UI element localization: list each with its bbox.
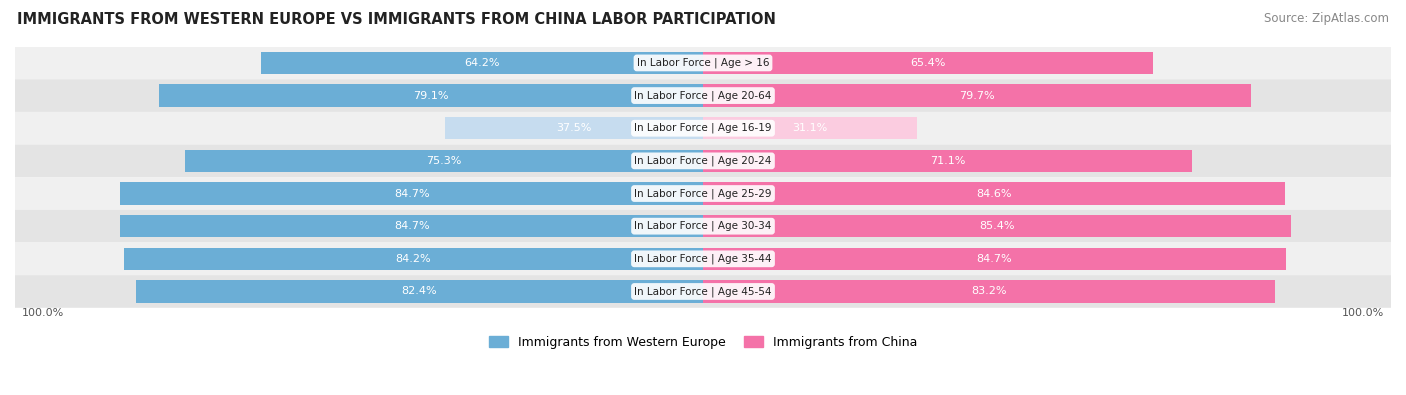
Text: In Labor Force | Age 20-64: In Labor Force | Age 20-64	[634, 90, 772, 101]
Text: In Labor Force | Age 25-29: In Labor Force | Age 25-29	[634, 188, 772, 199]
Bar	[121, 182, 703, 205]
Text: In Labor Force | Age 20-24: In Labor Force | Age 20-24	[634, 156, 772, 166]
FancyBboxPatch shape	[15, 112, 1391, 145]
FancyBboxPatch shape	[15, 177, 1391, 210]
Text: IMMIGRANTS FROM WESTERN EUROPE VS IMMIGRANTS FROM CHINA LABOR PARTICIPATION: IMMIGRANTS FROM WESTERN EUROPE VS IMMIGR…	[17, 12, 776, 27]
Text: 31.1%: 31.1%	[793, 123, 828, 133]
Text: In Labor Force | Age 45-54: In Labor Force | Age 45-54	[634, 286, 772, 297]
Text: In Labor Force | Age > 16: In Labor Force | Age > 16	[637, 58, 769, 68]
Text: 84.7%: 84.7%	[977, 254, 1012, 264]
FancyBboxPatch shape	[15, 145, 1391, 177]
Text: 84.6%: 84.6%	[976, 188, 1012, 199]
Text: 79.1%: 79.1%	[413, 90, 449, 101]
Text: 75.3%: 75.3%	[426, 156, 461, 166]
Bar	[446, 117, 703, 139]
FancyBboxPatch shape	[15, 243, 1391, 275]
Text: 85.4%: 85.4%	[979, 221, 1015, 231]
FancyBboxPatch shape	[15, 47, 1391, 79]
Bar	[124, 248, 703, 270]
Text: 84.7%: 84.7%	[394, 221, 429, 231]
Text: 64.2%: 64.2%	[464, 58, 501, 68]
Bar	[703, 182, 1285, 205]
Bar	[262, 52, 703, 74]
Text: In Labor Force | Age 16-19: In Labor Force | Age 16-19	[634, 123, 772, 134]
Bar	[703, 280, 1275, 303]
Text: 100.0%: 100.0%	[1341, 308, 1384, 318]
Text: 65.4%: 65.4%	[910, 58, 946, 68]
Text: 71.1%: 71.1%	[929, 156, 966, 166]
Text: 82.4%: 82.4%	[402, 286, 437, 297]
Text: 83.2%: 83.2%	[972, 286, 1007, 297]
FancyBboxPatch shape	[15, 275, 1391, 308]
Text: In Labor Force | Age 30-34: In Labor Force | Age 30-34	[634, 221, 772, 231]
Legend: Immigrants from Western Europe, Immigrants from China: Immigrants from Western Europe, Immigran…	[489, 336, 917, 348]
Bar	[703, 215, 1291, 237]
FancyBboxPatch shape	[15, 79, 1391, 112]
Bar	[159, 85, 703, 107]
Text: 37.5%: 37.5%	[557, 123, 592, 133]
FancyBboxPatch shape	[15, 210, 1391, 243]
Bar	[703, 52, 1153, 74]
Bar	[703, 150, 1192, 172]
Text: 100.0%: 100.0%	[22, 308, 65, 318]
Bar	[186, 150, 703, 172]
Bar	[703, 248, 1285, 270]
Bar	[703, 117, 917, 139]
Bar	[703, 85, 1251, 107]
Text: 79.7%: 79.7%	[959, 90, 995, 101]
Text: 84.7%: 84.7%	[394, 188, 429, 199]
Text: 84.2%: 84.2%	[395, 254, 432, 264]
Bar	[136, 280, 703, 303]
Text: In Labor Force | Age 35-44: In Labor Force | Age 35-44	[634, 254, 772, 264]
Bar	[121, 215, 703, 237]
Text: Source: ZipAtlas.com: Source: ZipAtlas.com	[1264, 12, 1389, 25]
